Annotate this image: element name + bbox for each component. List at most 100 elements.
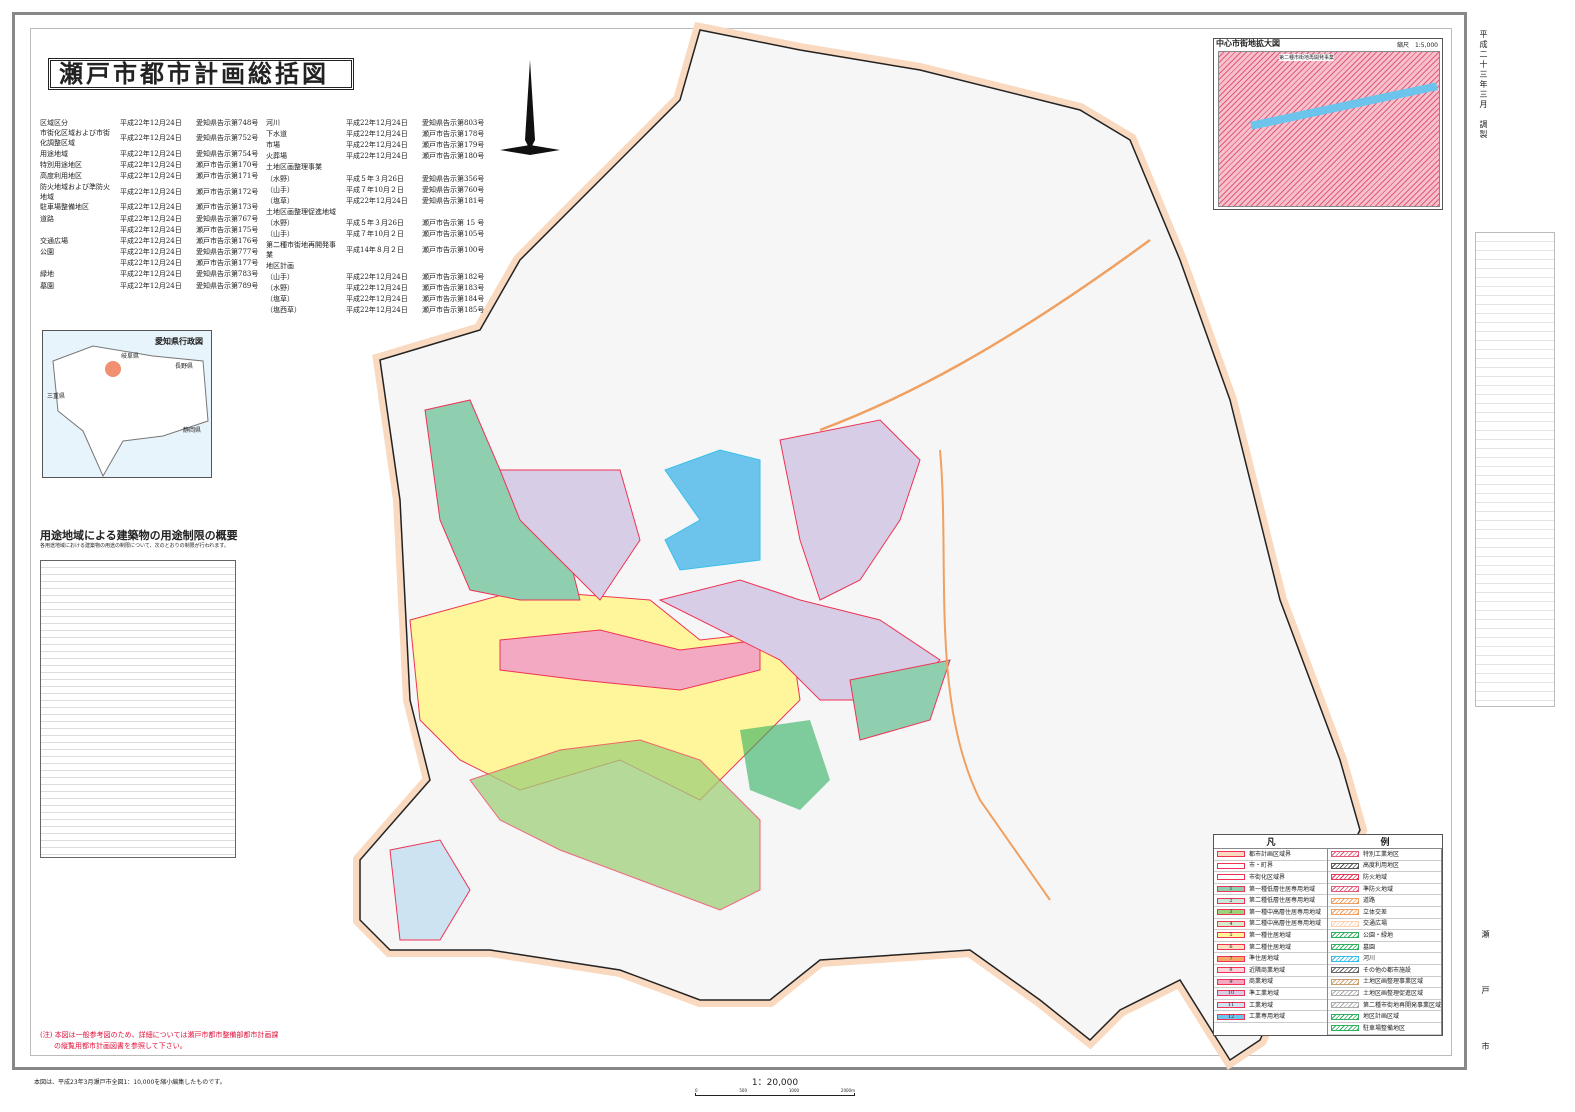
legend-swatch: [1331, 1013, 1359, 1020]
legend-item: 第二種市街地再開発事業区域: [1328, 1000, 1441, 1012]
legend-label: 準工業地域: [1249, 989, 1280, 997]
legend-label: 道路: [1363, 897, 1376, 905]
legend-label: 公園・緑地: [1363, 931, 1394, 939]
prefecture-inset: 愛知県行政図 岐阜県 長野県 静岡県 三重県: [42, 330, 212, 478]
decision-row: （山手） 平成７年10月２日 愛知県告示第760号: [266, 184, 484, 195]
legend-label: 第一種中高層住居専用地域: [1249, 908, 1322, 916]
decision-item: 土地区画整理促進地域: [266, 208, 336, 217]
decision-row: 公園 平成22年12月24日 愛知県告示第777号: [40, 247, 258, 258]
legend-swatch: [1217, 862, 1245, 869]
preparation-date: 平成二十三年三月 調製: [1479, 30, 1488, 140]
decision-date: 平成５年３月26日: [346, 174, 404, 183]
decision-date: 平成22年12月24日: [120, 160, 182, 169]
decision-item: 墓園: [40, 281, 54, 290]
decision-item: 高度利用地区: [40, 172, 82, 181]
decision-notice: 愛知県告示第181号: [422, 196, 485, 205]
legend-swatch: 2: [1217, 897, 1245, 904]
decision-date: 平成22年12月24日: [120, 236, 182, 245]
legend-swatch: 8: [1217, 967, 1245, 974]
legend-swatch: [1331, 955, 1359, 962]
decision-notice: 愛知県告示第777号: [196, 248, 259, 257]
decision-item: 区域区分: [40, 118, 68, 127]
legend-label: 準住居地域: [1249, 955, 1280, 963]
decision-row: （塩草） 平成22年12月24日 愛知県告示第181号: [266, 195, 484, 206]
legend-label: 商業地域: [1249, 978, 1274, 986]
city-center-inset-scale: 縮尺 1:5,000: [1396, 42, 1438, 49]
decision-item: 特別用途地区: [40, 160, 82, 169]
decision-notice: 愛知県告示第752号: [196, 134, 259, 143]
decision-row: 高度利用地区 平成22年12月24日 瀬戸市告示第171号: [40, 171, 258, 182]
legend-item: 11 工業地域: [1214, 1000, 1327, 1012]
legend-label: 駐車場整備地区: [1363, 1024, 1406, 1032]
decision-item: （水野）: [266, 174, 294, 183]
decision-row: （塩西草） 平成22年12月24日 瀬戸市告示第185号: [266, 305, 484, 316]
legend-swatch: 12: [1217, 1013, 1245, 1020]
zone-purple-east: [779, 419, 921, 601]
decision-item: 下水道: [266, 129, 287, 138]
decision-date: 平成22年12月24日: [346, 118, 408, 127]
map-inner-border: [30, 28, 1452, 1056]
decision-notice: 瀬戸市告示第 15 号: [422, 219, 485, 228]
legend-swatch: 5: [1217, 932, 1245, 939]
decision-notice: 愛知県告示第783号: [196, 270, 259, 279]
legend-label: 第二種中高層住居専用地域: [1249, 920, 1322, 928]
decision-row: 下水道 平成22年12月24日 瀬戸市告示第178号: [266, 128, 484, 139]
zone-purple-central: [658, 579, 941, 701]
decision-row: 平成22年12月24日 瀬戸市告示第175号: [40, 224, 258, 235]
legend-swatch: 6: [1217, 944, 1245, 951]
legend-label: 第二種市街地再開発事業区域: [1363, 1001, 1442, 1009]
legend-swatch: [1331, 862, 1359, 869]
decision-notice: 愛知県告示第748号: [196, 118, 259, 127]
legend-swatch: 9: [1217, 978, 1245, 985]
legend-swatch: 10: [1217, 990, 1245, 997]
legend-item: 6 第二種住居地域: [1214, 942, 1327, 954]
decision-row: 平成22年12月24日 瀬戸市告示第177号: [40, 258, 258, 269]
decision-notice: 瀬戸市告示第176号: [196, 236, 259, 245]
legend-swatch: [1331, 897, 1359, 904]
decision-row: 火葬場 平成22年12月24日 瀬戸市告示第180号: [266, 151, 484, 162]
decision-row: 緑地 平成22年12月24日 愛知県告示第783号: [40, 269, 258, 280]
legend-label: 市・町界: [1249, 862, 1274, 870]
legend-item: 3 第一種中高層住居専用地域: [1214, 907, 1327, 919]
legend-label: 土地区画整理事業区域: [1363, 978, 1424, 986]
highway-route: [819, 238, 1151, 432]
decision-item: （塩草）: [266, 295, 294, 304]
decision-date: 平成22年12月24日: [120, 149, 182, 158]
city-name: 瀬 戸 市: [1481, 930, 1490, 1070]
legend-label: 交通広場: [1363, 920, 1388, 928]
legend-label: 地区計画区域: [1363, 1013, 1400, 1021]
zone-industrial-sw: [389, 839, 471, 941]
decision-item: 緑地: [40, 270, 54, 279]
legend-item: 土地区画整理促進区域: [1328, 988, 1441, 1000]
legend-item: 道路: [1328, 895, 1441, 907]
label-shizuoka: 静岡県: [183, 427, 202, 434]
legend-label: 防火地域: [1363, 873, 1388, 881]
decision-notice: 瀬戸市告示第171号: [196, 172, 259, 181]
decision-list-left: 区域区分 平成22年12月24日 愛知県告示第748号 市街化区域および市街化調整区域…: [40, 117, 258, 291]
legend-swatch: [1217, 874, 1245, 881]
redevelopment-label: 第二種市街地再開発事業: [1279, 54, 1335, 61]
label-nagano: 長野県: [175, 363, 194, 370]
map-title: 瀬戸市都市計画総括図: [48, 58, 354, 90]
decision-row: （水野） 平成５年３月26日 愛知県告示第356号: [266, 173, 484, 184]
map-legend: 凡 例 都市計画区域界 市・町界 市街化区域界 1 第一種低層住居専用地域 2 第二種低層住居…: [1213, 834, 1443, 1036]
decision-item: 土地区画整理事業: [266, 163, 322, 172]
decision-notice: 瀬戸市告示第175号: [196, 225, 259, 234]
highway-east: [939, 449, 1051, 901]
prefecture-shape: [52, 345, 209, 477]
decision-date: 平成22年12月24日: [120, 134, 182, 143]
use-restriction-desc: 各用途地域における建築物の用途の制限について、次のとおりの制限が行われます。: [40, 543, 229, 549]
legend-label: 市街化区域界: [1249, 873, 1286, 881]
decision-row: （山手） 平成22年12月24日 瀬戸市告示第182号: [266, 271, 484, 282]
scale-tick: 500: [739, 1088, 748, 1093]
decision-date: 平成22年12月24日: [346, 129, 408, 138]
legend-item: 都市計画区域界: [1214, 849, 1327, 861]
decision-notice: 瀬戸市告示第185号: [422, 306, 485, 315]
legend-item: 準防火地域: [1328, 884, 1441, 896]
reservoir: [664, 449, 761, 571]
legend-label: 第一種低層住居専用地域: [1249, 885, 1316, 893]
legend-label: 都市計画区域界: [1249, 850, 1292, 858]
decision-row: 区域区分 平成22年12月24日 愛知県告示第748号: [40, 117, 258, 128]
legend-item: 公園・緑地: [1328, 930, 1441, 942]
legend-item: 市街化区域界: [1214, 872, 1327, 884]
